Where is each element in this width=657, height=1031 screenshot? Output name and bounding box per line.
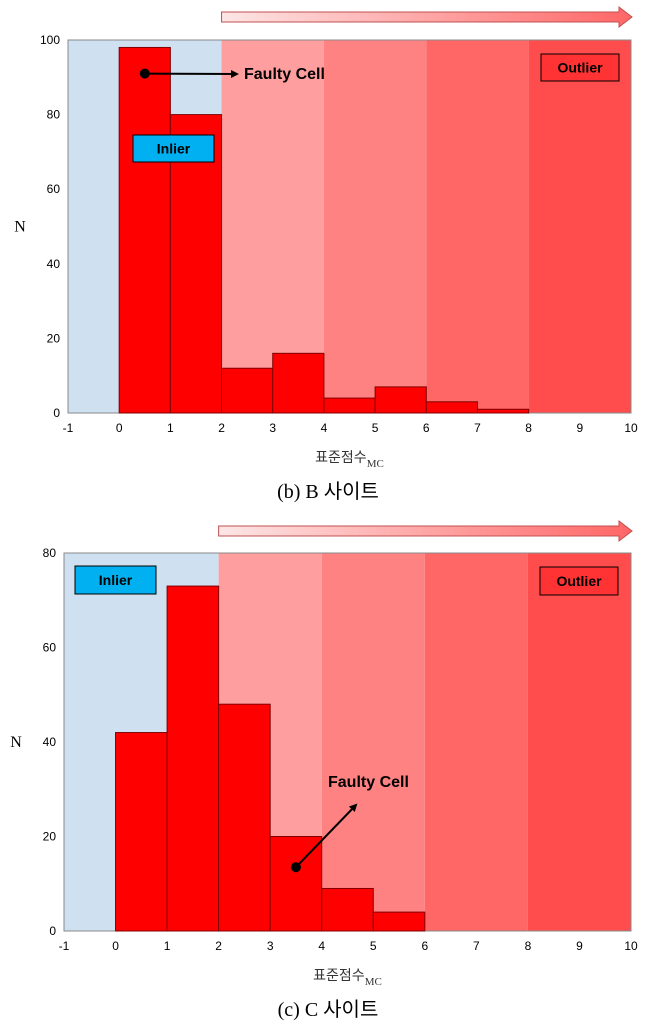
zone-band bbox=[321, 553, 425, 931]
histogram-bar bbox=[269, 836, 323, 932]
x-tick-label: 5 bbox=[370, 939, 377, 953]
y-tick-label: 100 bbox=[40, 33, 60, 47]
x-tick-label: 10 bbox=[624, 421, 638, 435]
histogram-bar bbox=[166, 585, 220, 932]
zone-band bbox=[323, 40, 427, 413]
histogram-bar bbox=[321, 887, 374, 932]
x-tick-label: 7 bbox=[473, 939, 480, 953]
histogram-bar bbox=[425, 401, 478, 414]
zone-band bbox=[527, 553, 631, 931]
histogram-bar bbox=[372, 911, 426, 932]
x-tick-label: 10 bbox=[624, 939, 638, 953]
histogram-bar bbox=[476, 408, 530, 414]
x-tick-label: 3 bbox=[269, 421, 276, 435]
x-axis-label-main: 표준점수 bbox=[315, 450, 367, 466]
zone-band bbox=[426, 40, 529, 413]
histogram-bar bbox=[272, 352, 325, 414]
histogram-bar bbox=[374, 386, 427, 414]
faulty-cell-label: Faulty Cell bbox=[328, 774, 409, 791]
outlier-direction-arrow bbox=[221, 5, 633, 29]
y-tick-label: 40 bbox=[43, 735, 57, 749]
histogram-bar bbox=[221, 367, 274, 414]
x-tick-label: 4 bbox=[321, 421, 328, 435]
inlier-label: Inlier bbox=[157, 141, 191, 157]
x-tick-label: -1 bbox=[63, 421, 74, 435]
zone-band bbox=[424, 553, 528, 931]
x-axis-label-sub: MC bbox=[367, 458, 384, 470]
outlier-label: Outlier bbox=[557, 60, 603, 76]
x-tick-label: 3 bbox=[267, 939, 274, 953]
histogram-bar bbox=[323, 397, 376, 414]
x-tick-label: 4 bbox=[318, 939, 325, 953]
y-tick-label: 60 bbox=[47, 182, 61, 196]
y-tick-label: 0 bbox=[49, 924, 56, 938]
x-tick-label: 8 bbox=[525, 939, 532, 953]
x-tick-label: 0 bbox=[116, 421, 123, 435]
x-tick-label: 0 bbox=[112, 939, 119, 953]
x-tick-label: 8 bbox=[525, 421, 532, 435]
histogram-bar bbox=[218, 703, 271, 932]
x-tick-label: 6 bbox=[423, 421, 430, 435]
x-tick-label: 5 bbox=[372, 421, 379, 435]
x-tick-label: 6 bbox=[421, 939, 428, 953]
histogram-bar bbox=[118, 46, 171, 414]
faulty-cell-marker bbox=[290, 862, 301, 873]
inlier-box bbox=[132, 134, 215, 163]
y-tick-label: 80 bbox=[43, 546, 57, 560]
inlier-box bbox=[74, 565, 157, 595]
x-tick-label: 2 bbox=[218, 421, 225, 435]
panel-caption: (c) C 사이트 bbox=[278, 998, 379, 1021]
panel-caption: (b) B 사이트 bbox=[277, 480, 379, 503]
x-tick-label: 9 bbox=[576, 421, 583, 435]
faulty-cell-arrow bbox=[295, 803, 358, 868]
y-tick-label: 0 bbox=[53, 406, 60, 420]
x-tick-label: 7 bbox=[474, 421, 481, 435]
x-axis-label: 표준점수MC bbox=[315, 450, 384, 470]
x-tick-label: 2 bbox=[215, 939, 222, 953]
y-tick-label: 20 bbox=[47, 331, 61, 345]
faulty-cell-marker bbox=[139, 68, 150, 79]
y-axis-label: N bbox=[10, 734, 22, 751]
x-tick-label: 1 bbox=[164, 939, 171, 953]
inlier-label: Inlier bbox=[99, 572, 133, 588]
x-axis-label-sub: MC bbox=[365, 976, 382, 988]
outlier-box bbox=[540, 53, 620, 82]
y-axis-label: N bbox=[14, 219, 26, 236]
y-tick-label: 40 bbox=[47, 257, 61, 271]
x-tick-label: 9 bbox=[576, 939, 583, 953]
faulty-cell-label: Faulty Cell bbox=[244, 66, 325, 83]
histogram-bar bbox=[169, 114, 223, 414]
outlier-label: Outlier bbox=[556, 573, 602, 589]
y-tick-label: 60 bbox=[43, 641, 57, 655]
zone-band bbox=[221, 40, 324, 413]
zone-band bbox=[528, 40, 631, 413]
x-tick-label: -1 bbox=[59, 939, 70, 953]
x-axis-label-main: 표준점수 bbox=[313, 968, 365, 984]
x-axis-label: 표준점수MC bbox=[313, 968, 382, 988]
outlier-box bbox=[539, 566, 619, 596]
y-tick-label: 20 bbox=[43, 830, 57, 844]
outlier-direction-arrow bbox=[218, 519, 633, 543]
x-tick-label: 1 bbox=[167, 421, 174, 435]
histogram-bar bbox=[115, 732, 168, 932]
y-tick-label: 80 bbox=[47, 108, 61, 122]
